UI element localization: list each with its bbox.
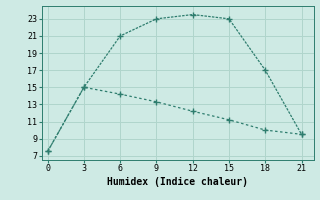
X-axis label: Humidex (Indice chaleur): Humidex (Indice chaleur)	[107, 177, 248, 187]
